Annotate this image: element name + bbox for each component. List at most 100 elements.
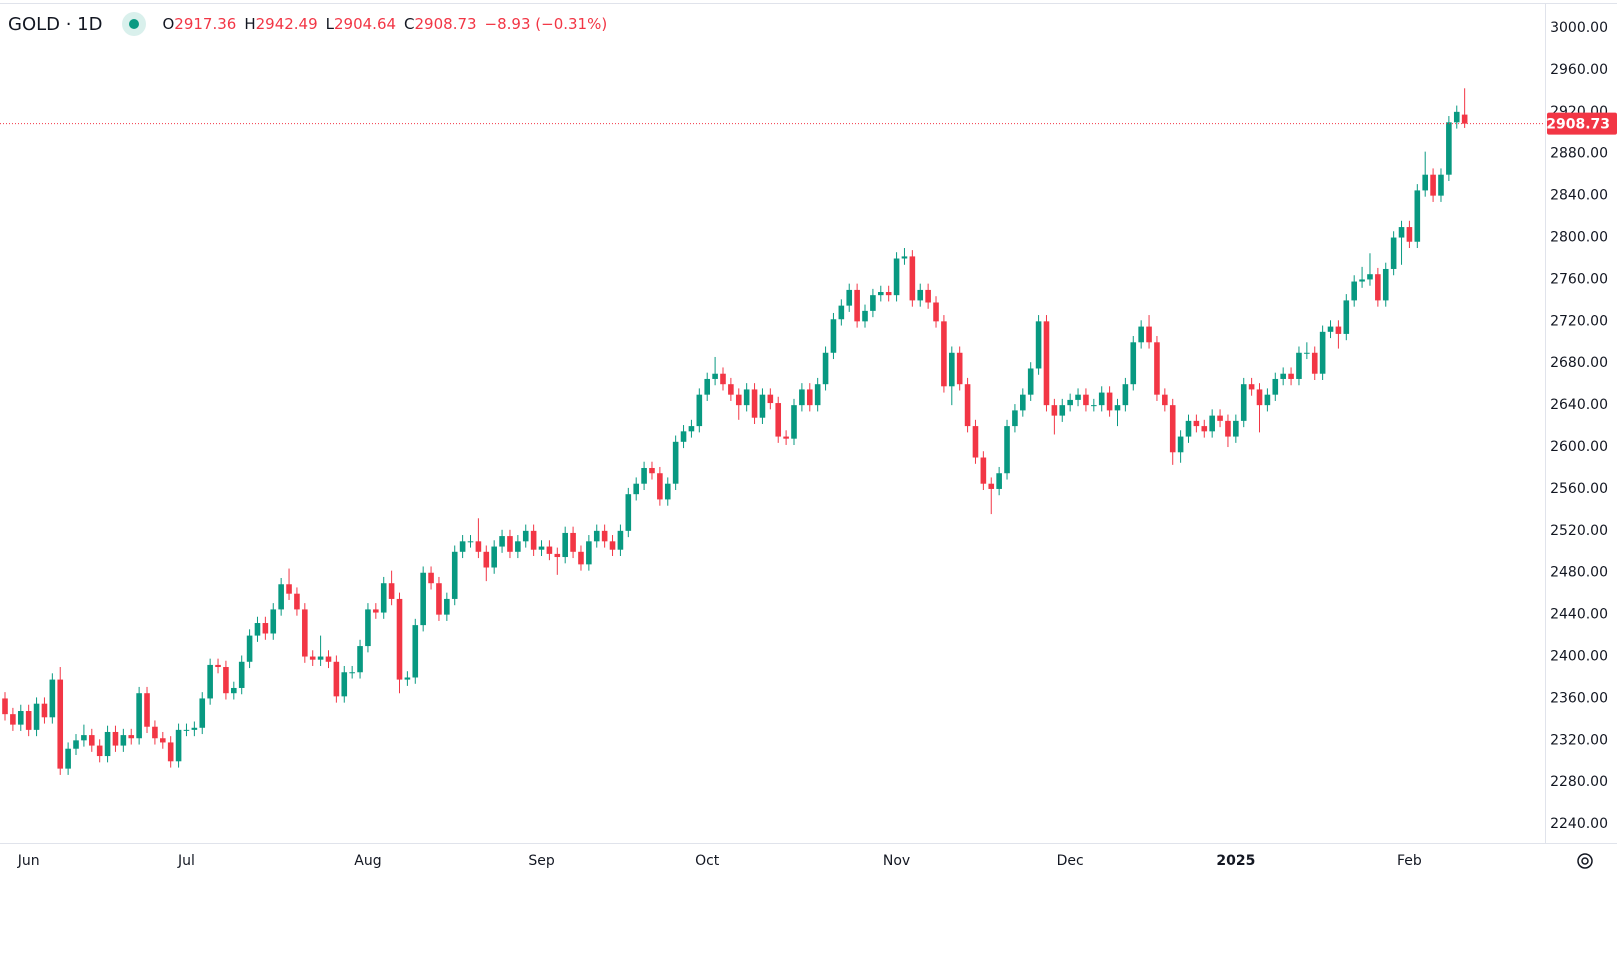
- candle-body: [1398, 227, 1405, 238]
- settings-icon[interactable]: [1577, 853, 1593, 869]
- candle-body: [743, 389, 750, 406]
- candle-body: [1098, 392, 1105, 406]
- x-tick-label: Dec: [1057, 853, 1084, 869]
- candle-body: [388, 583, 395, 599]
- candle-body: [1122, 384, 1129, 406]
- candle-body: [949, 352, 955, 387]
- candle-body: [104, 731, 111, 757]
- candle-body: [1075, 394, 1081, 400]
- candle-body: [404, 677, 411, 680]
- candle-body: [1311, 352, 1318, 374]
- candle-body: [1233, 420, 1239, 437]
- y-tick-label: 2440.00: [1550, 607, 1608, 623]
- candle-body: [412, 625, 419, 678]
- symbol[interactable]: GOLD · 1D: [8, 13, 103, 35]
- candle-body: [294, 593, 300, 610]
- candle-body: [522, 530, 529, 542]
- candle-body: [167, 742, 174, 762]
- candle-body: [96, 745, 103, 757]
- ohlc-value: 2904.64: [334, 15, 397, 33]
- candle-body: [333, 661, 340, 697]
- candle-body: [302, 609, 308, 657]
- candle-body: [65, 748, 71, 769]
- candle-body: [672, 441, 679, 484]
- candle-body: [1091, 405, 1097, 407]
- candle-body: [759, 394, 766, 418]
- candle-body: [515, 541, 521, 552]
- candle-body: [877, 292, 884, 296]
- candle-body: [357, 646, 363, 673]
- candle-body: [791, 405, 797, 439]
- candle-body: [1012, 410, 1018, 427]
- candle-body: [854, 289, 860, 322]
- candle-body: [1256, 389, 1263, 406]
- candle-body: [1114, 405, 1121, 411]
- candle-body: [152, 726, 158, 739]
- candle-body: [1106, 392, 1113, 411]
- candle-body: [1367, 274, 1373, 280]
- y-tick-label: 2360.00: [1550, 690, 1608, 706]
- candle-body: [980, 457, 987, 484]
- candle-body: [641, 467, 647, 484]
- candle-body: [491, 546, 497, 568]
- candle-body: [1146, 326, 1152, 343]
- ohlc-label: L: [325, 15, 334, 33]
- candle-body: [451, 551, 458, 599]
- candle-body: [175, 729, 182, 762]
- candle-body: [735, 394, 742, 406]
- candle-body: [1067, 399, 1073, 406]
- y-tick-label: 2280.00: [1550, 774, 1608, 790]
- candle-body: [1193, 420, 1200, 427]
- candle-body: [2, 698, 8, 715]
- legend-header: GOLD · 1D O 2917.36 H 2942.49 L 2904.64 …: [8, 12, 607, 36]
- candle-body: [41, 703, 48, 718]
- candle-body: [144, 693, 150, 727]
- candle-body: [1264, 394, 1271, 406]
- y-tick-label: 2880.00: [1550, 146, 1608, 162]
- candle-body: [941, 321, 947, 387]
- candle-body: [1051, 405, 1058, 416]
- candle-body: [270, 609, 277, 634]
- candle-body: [365, 609, 371, 647]
- candle-body: [1225, 420, 1231, 437]
- candle-body: [1382, 268, 1389, 301]
- y-tick-label: 2640.00: [1550, 397, 1608, 413]
- x-tick-label: Sep: [528, 853, 555, 869]
- candle-body: [459, 541, 466, 552]
- candle-body: [325, 656, 332, 662]
- candle-body: [33, 703, 40, 730]
- candle-body: [578, 551, 584, 565]
- y-tick-label: 2400.00: [1550, 649, 1608, 665]
- candle-body: [25, 711, 32, 730]
- y-tick-label: 2600.00: [1550, 439, 1608, 455]
- candle-body: [1422, 174, 1428, 191]
- candle-body: [1430, 174, 1436, 196]
- candle-body: [1035, 321, 1042, 369]
- candle-body: [246, 635, 253, 662]
- candle-body: [1453, 111, 1460, 123]
- candle-body: [885, 292, 892, 296]
- candle-body: [625, 494, 632, 531]
- candle-body: [73, 740, 79, 749]
- candle-body: [128, 735, 135, 739]
- candle-body: [925, 289, 931, 303]
- candle-body: [1027, 368, 1034, 395]
- candle-body: [633, 483, 639, 495]
- candle-body: [696, 394, 703, 427]
- x-tick-label: Feb: [1397, 853, 1422, 869]
- candle-body: [1335, 326, 1342, 334]
- candle-body: [1083, 394, 1089, 406]
- candle-body: [215, 664, 221, 668]
- candle-body: [680, 431, 687, 442]
- y-tick-label: 2480.00: [1550, 565, 1608, 581]
- candle-body: [120, 735, 127, 746]
- candle-body: [1375, 274, 1381, 301]
- candle-body: [814, 384, 821, 406]
- x-tick-label: Oct: [695, 853, 720, 869]
- y-tick-label: 3000.00: [1550, 20, 1608, 36]
- change: −8.93 (−0.31%): [484, 15, 608, 33]
- candle-body: [649, 467, 655, 474]
- candle-body: [49, 679, 56, 718]
